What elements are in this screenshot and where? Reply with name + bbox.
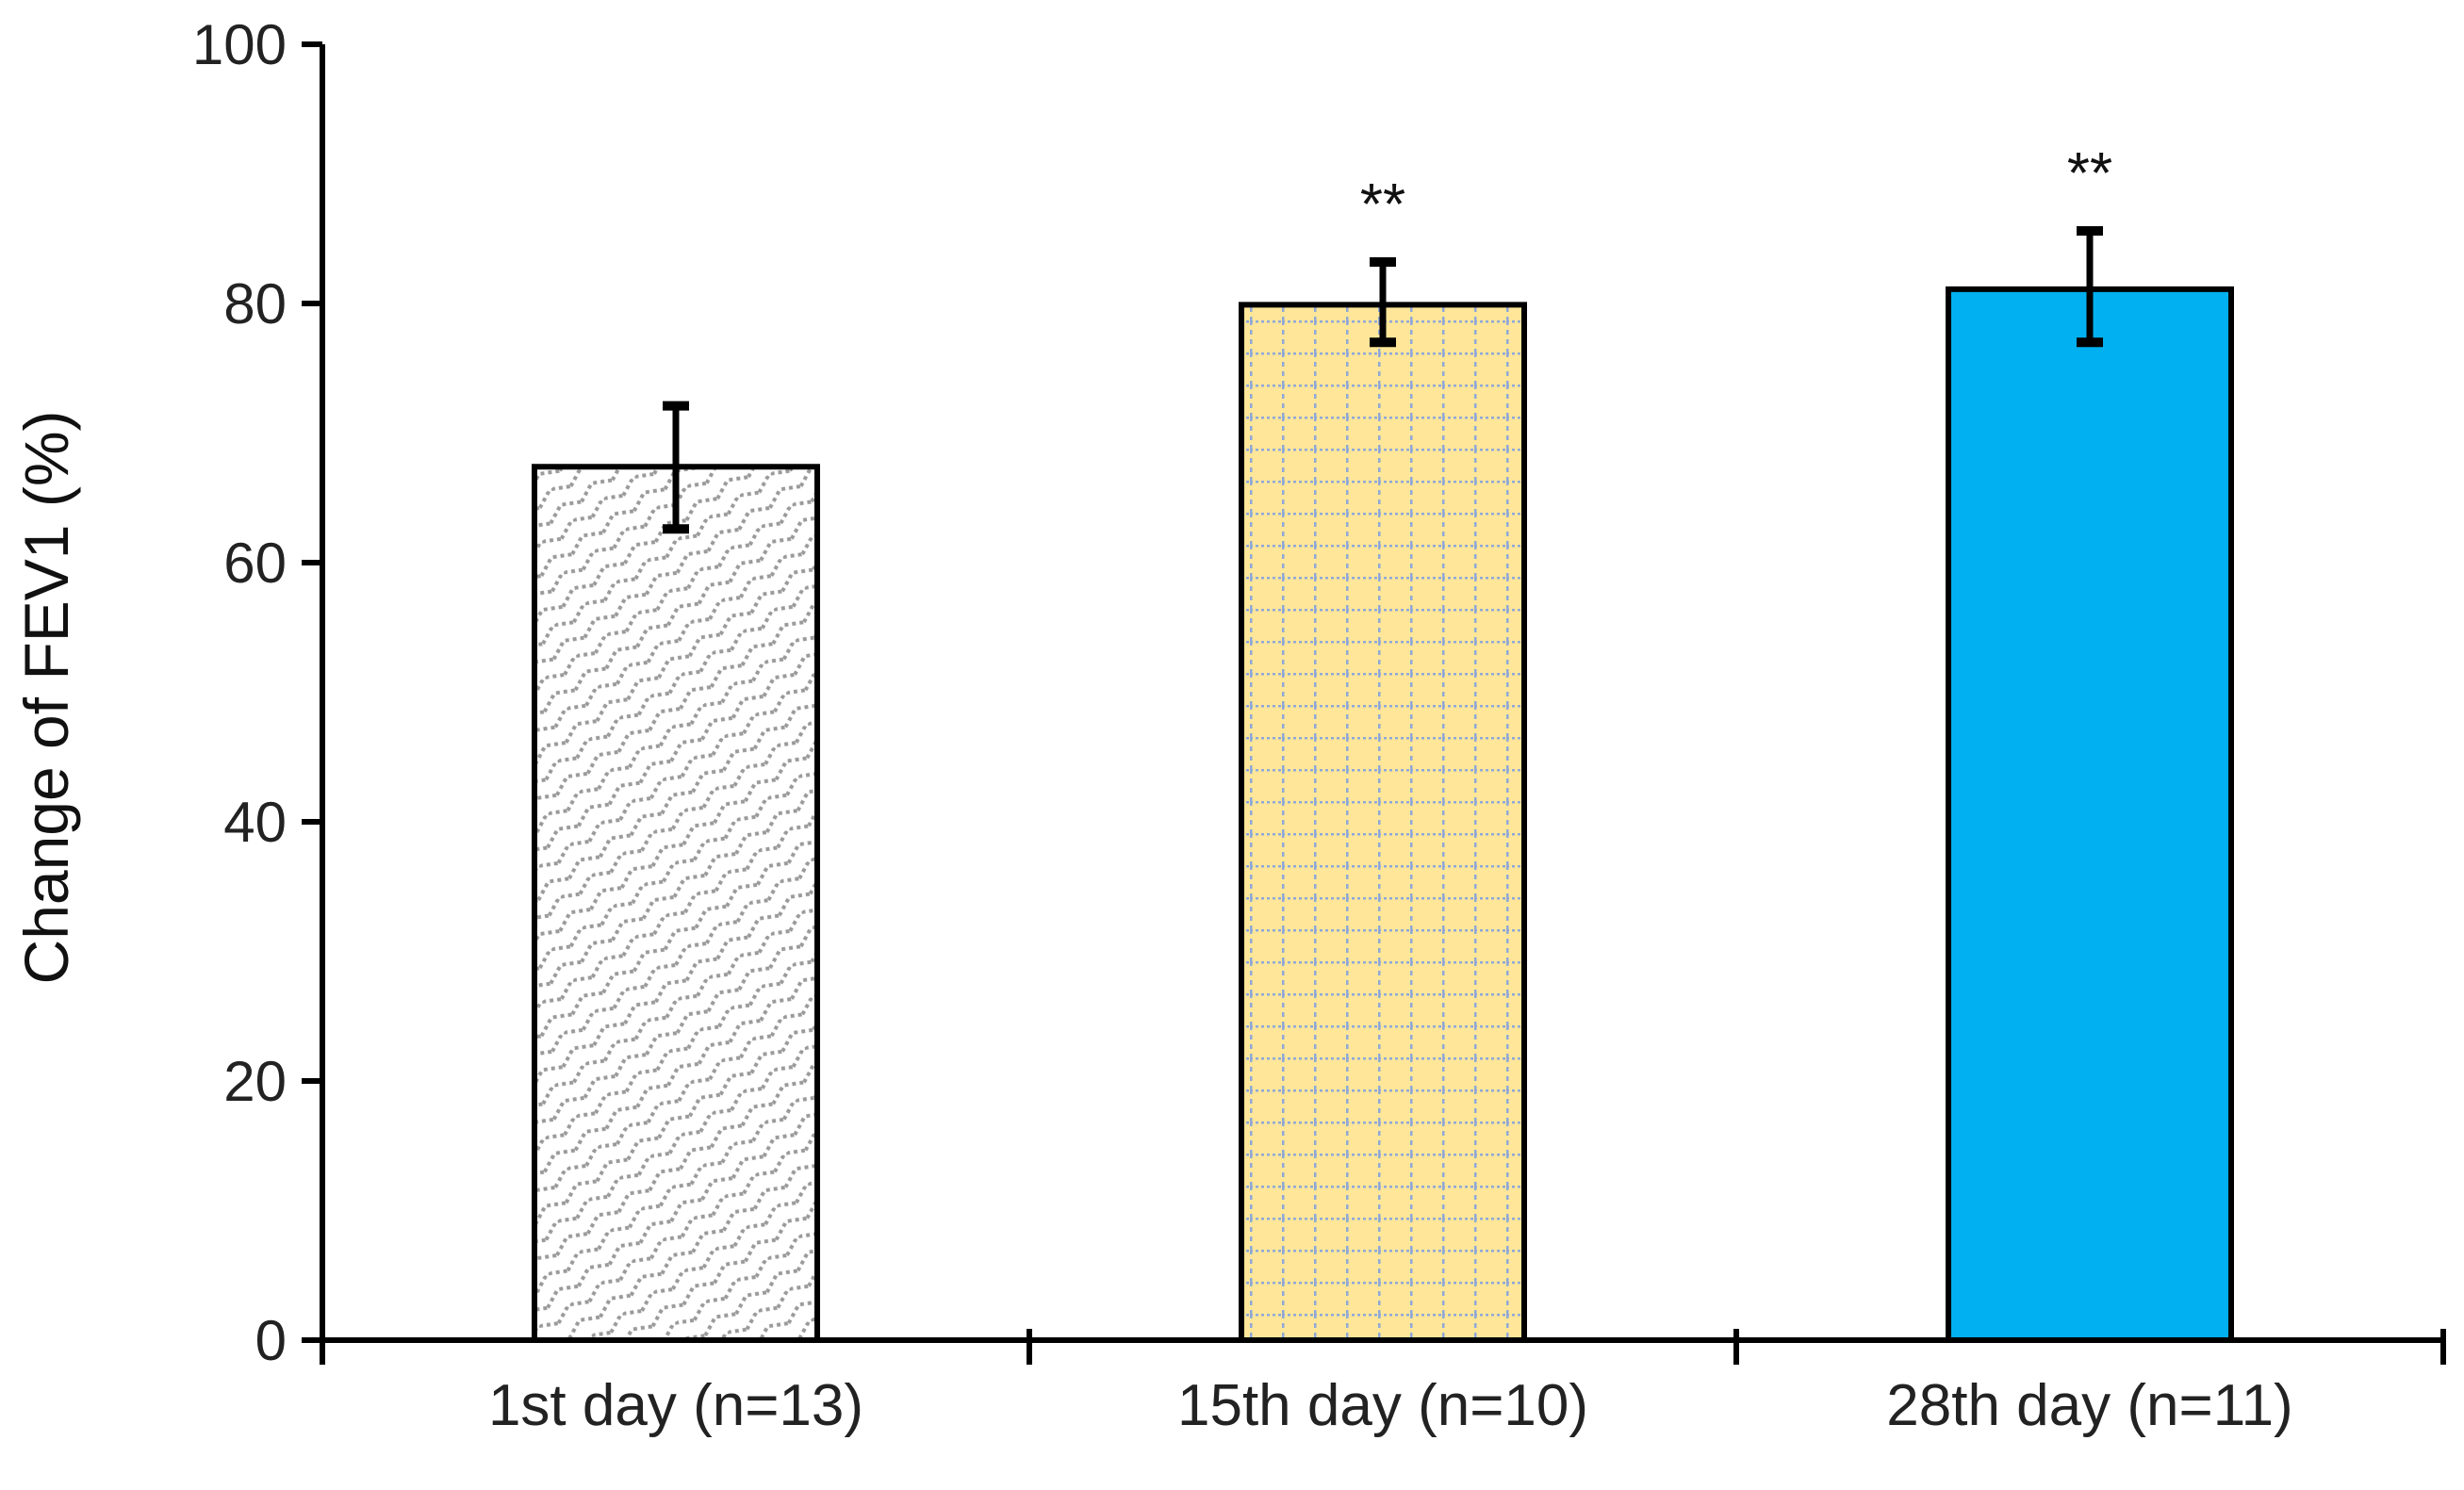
- x-tick-label: 28th day (n=11): [1886, 1373, 2292, 1438]
- bar-3: [1946, 286, 2234, 1343]
- y-tick-label: 0: [255, 1309, 287, 1372]
- y-tick-label: 80: [223, 272, 287, 336]
- significance-marker-2: **: [1360, 172, 1405, 237]
- x-tick-label: 1st day (n=13): [488, 1373, 863, 1438]
- y-tick-label: 100: [192, 13, 287, 76]
- y-axis-title: Change of FEV1 (%): [11, 411, 81, 985]
- bar-2: [1239, 302, 1527, 1343]
- y-tick-label: 60: [223, 532, 287, 595]
- y-tick-label: 40: [223, 791, 287, 854]
- x-tick-label: 15th day (n=10): [1177, 1373, 1588, 1438]
- bar-1: [532, 464, 820, 1343]
- significance-marker-3: **: [2067, 141, 2112, 206]
- y-tick-label: 20: [223, 1050, 287, 1113]
